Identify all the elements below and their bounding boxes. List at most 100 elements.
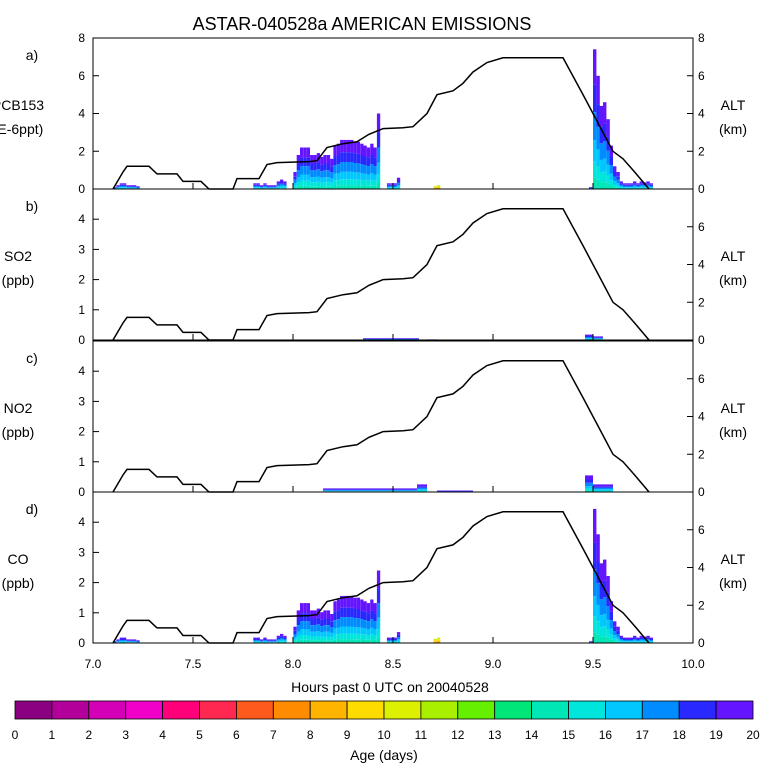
bar-segment [333,620,337,629]
bar-segment [273,185,277,187]
bar-segment [320,626,324,633]
panels: 0 2 4 6 8 0 2 4 6 8 a) PCB153 (E-6ppt) ALT (km) 0 1 2 3 4 0 2… [0,31,747,671]
bar-segment [619,635,623,638]
bar-segment [313,155,317,164]
colorbar-swatch [309,700,348,720]
bar-segment [293,172,297,177]
bar-segment [119,641,123,643]
alt-axis-label: (km) [719,424,747,440]
bar-segment [370,185,374,189]
bar-segment [629,184,633,186]
bar-segment [396,185,401,187]
bar-segment [136,640,140,641]
bar-segment [606,150,610,165]
bar-segment [613,626,617,631]
bar-segment [629,641,633,643]
bar-segment [253,187,257,189]
alt-tick-label: 2 [698,144,705,158]
bar-segment [323,640,327,643]
bar-segment [437,490,473,492]
colorbar-tick-label: 17 [636,728,650,742]
colorbar-tick-label: 11 [415,728,428,742]
bar-segment [376,132,381,148]
bar-segment [133,186,137,187]
colorbar-swatch [272,700,311,720]
bar-segment [316,631,320,637]
bar-segment [356,597,361,609]
bar-segment [256,640,260,642]
bar-segment [276,639,280,641]
bar-segment [310,640,314,643]
colorbar-tick-label: 7 [270,728,277,742]
bar-segment [363,338,419,339]
bar-segment [296,163,300,171]
colorbar-tick-label: 9 [344,728,351,742]
bar-segment [593,490,613,492]
colorbar-tick-label: 13 [488,728,502,742]
bar-segment [603,613,607,627]
bar-segment [616,183,620,186]
bar-segment [593,140,597,162]
bar-segment [256,187,260,189]
bar-segment [390,641,394,642]
bar-segment [599,583,603,600]
bar-segment [263,184,267,186]
bar-segment [646,181,650,184]
bar-segment [616,187,620,189]
bar-segment [366,185,371,189]
bar-segment [609,620,613,629]
bar-segment [346,626,351,634]
bar-segment [296,618,300,625]
colorbar-swatch [494,700,533,720]
bar-segment [417,486,427,488]
bar-segment [310,177,314,183]
bar-segment [649,187,653,189]
bar-segment [363,180,367,186]
bar-segment [343,162,347,172]
bar-segment [437,638,441,640]
bar-segment [433,641,437,643]
y-tick-label: 2 [78,576,85,590]
bar-segment [626,637,630,639]
bar-segment [330,183,334,187]
bar-segment [303,603,307,614]
bar-segment [343,171,347,180]
bar-segment [270,639,274,641]
y-tick-label: 2 [78,273,85,287]
bar-segment [396,634,401,637]
bar-segment [340,617,344,627]
bar-segment [433,187,437,188]
bar-segment [300,613,304,622]
bar-segment [589,187,593,189]
bar-segment [623,187,627,188]
bar-segment [293,630,297,635]
bar-segment [263,187,267,189]
bar-segment [623,638,627,640]
bar-segment [609,145,613,157]
bar-segment [310,618,314,625]
bar-segment [360,143,364,155]
bar-segment [626,640,630,642]
bar-segment [280,185,284,188]
bar-segment [119,638,123,640]
bar-segment [256,184,260,186]
y-tick-label: 4 [78,364,85,378]
bar-segment [133,640,137,641]
bar-segment [253,184,257,186]
panel-label: c) [26,350,38,366]
bar-segment [266,639,270,641]
panel-4: 0 1 2 3 4 0 2 4 6 d) CO (ppb) ALT (km) [2,491,747,650]
bar-segment [276,181,280,184]
bar-segment [123,637,127,639]
bar-segment [593,489,613,491]
bar-segment [616,176,620,180]
bar-segment [303,166,307,175]
bar-segment [323,489,417,490]
bar-segment [306,166,310,175]
bar-segment [593,632,597,643]
bar-segment [316,186,320,189]
bar-segment [609,165,613,174]
bar-segment [270,186,274,188]
bar-segment [303,621,307,630]
bar-segment [346,617,351,627]
